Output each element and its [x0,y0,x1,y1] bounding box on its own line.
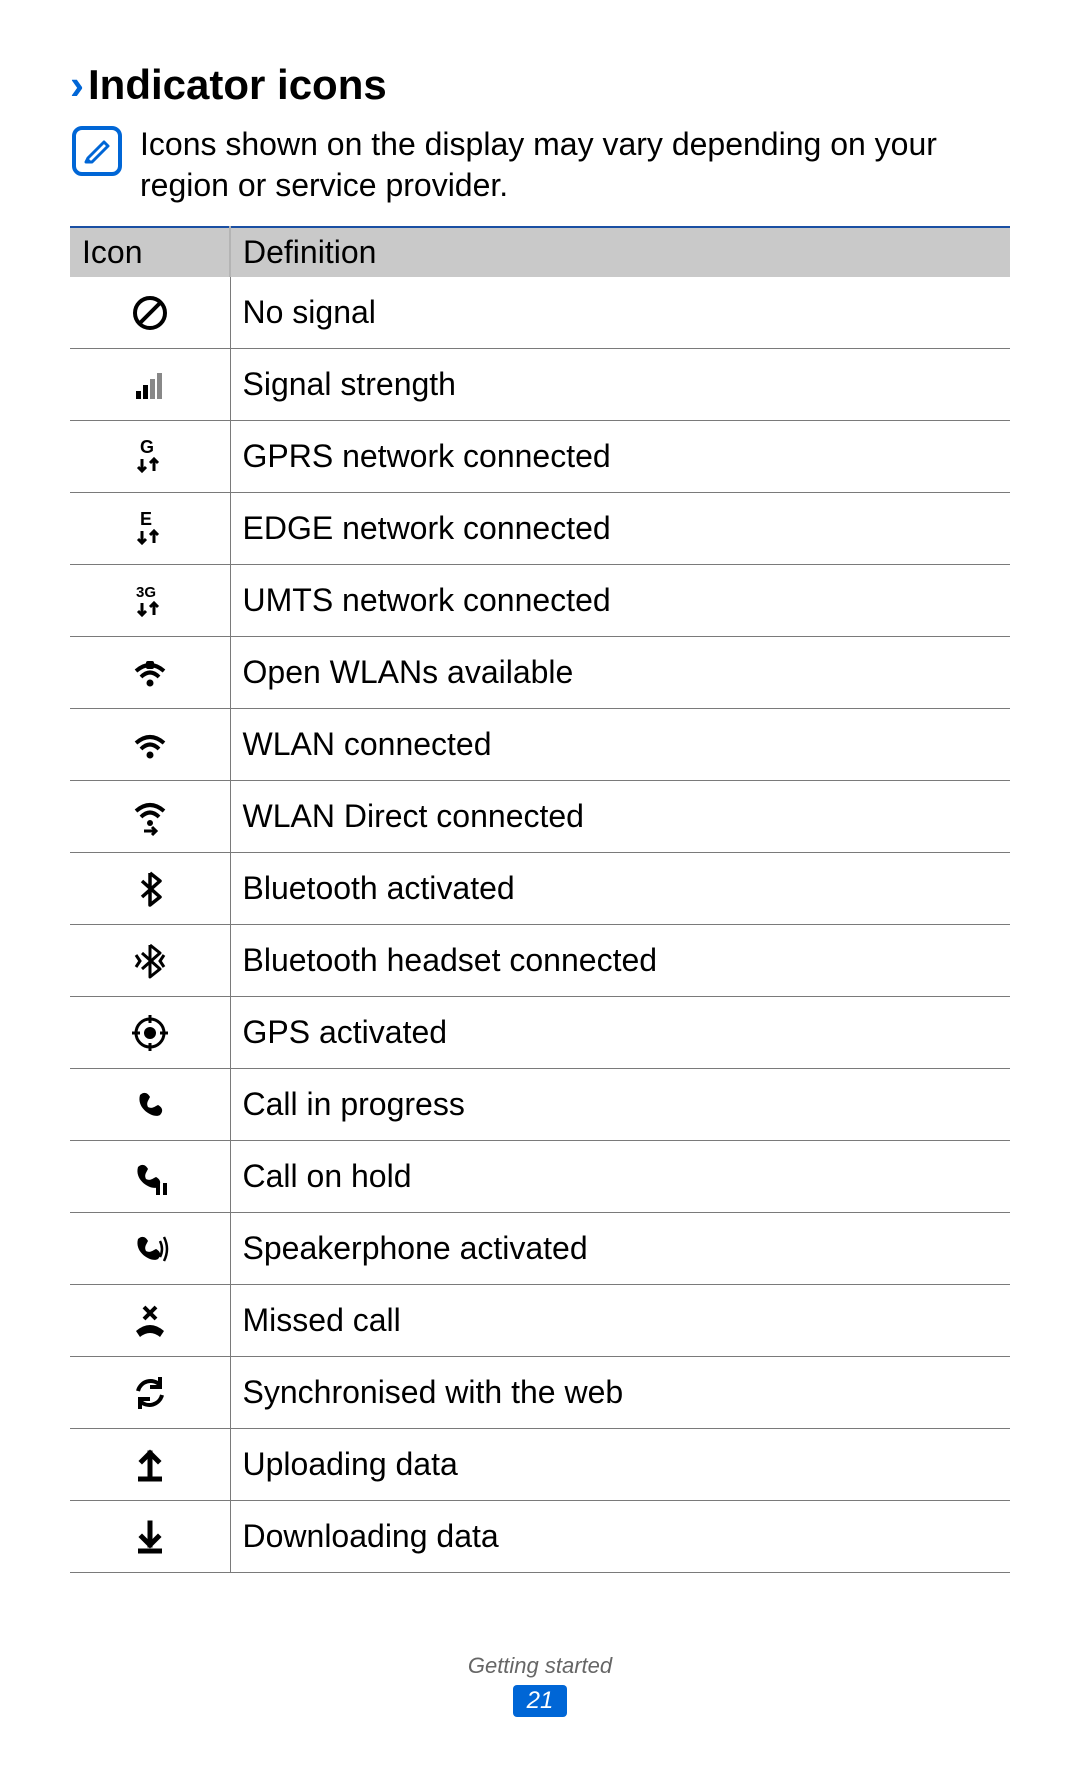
table-row: Uploading data [70,1429,1010,1501]
table-row: GPS activated [70,997,1010,1069]
wlan-open-icon [70,637,230,709]
definition-cell: No signal [230,277,1010,349]
definition-cell: WLAN Direct connected [230,781,1010,853]
call-hold-icon [70,1141,230,1213]
umts-icon: 3G [70,565,230,637]
definition-cell: GPRS network connected [230,421,1010,493]
gprs-icon: G [70,421,230,493]
missed-call-icon [70,1285,230,1357]
note-block: Icons shown on the display may vary depe… [70,124,1010,206]
table-header-row: Icon Definition [70,227,1010,277]
wlan-icon [70,709,230,781]
definition-cell: Synchronised with the web [230,1357,1010,1429]
definition-cell: Speakerphone activated [230,1213,1010,1285]
definition-cell: Bluetooth activated [230,853,1010,925]
wlan-direct-icon [70,781,230,853]
table-row: Bluetooth headset connected [70,925,1010,997]
col-definition-header: Definition [230,227,1010,277]
upload-icon [70,1429,230,1501]
download-icon [70,1501,230,1573]
note-icon [72,126,122,176]
definition-cell: Open WLANs available [230,637,1010,709]
svg-text:G: G [140,437,154,457]
svg-text:E: E [140,509,152,529]
heading-title: Indicator icons [88,64,387,106]
footer-section: Getting started [0,1653,1080,1679]
sync-icon [70,1357,230,1429]
table-row: Speakerphone activated [70,1213,1010,1285]
definition-cell: WLAN connected [230,709,1010,781]
table-row: 3G UMTS network connected [70,565,1010,637]
definition-cell: EDGE network connected [230,493,1010,565]
definition-cell: Missed call [230,1285,1010,1357]
svg-text:3G: 3G [136,584,156,601]
note-text: Icons shown on the display may vary depe… [140,124,1010,206]
page-number: 21 [513,1685,568,1717]
bluetooth-icon [70,853,230,925]
section-heading: › Indicator icons [70,64,1010,106]
page-footer: Getting started 21 [0,1653,1080,1717]
signal-icon [70,349,230,421]
definition-cell: Bluetooth headset connected [230,925,1010,997]
definition-cell: GPS activated [230,997,1010,1069]
speakerphone-icon [70,1213,230,1285]
definition-cell: Signal strength [230,349,1010,421]
table-row: Missed call [70,1285,1010,1357]
table-row: Downloading data [70,1501,1010,1573]
icon-table: Icon Definition No signalSignal strength… [70,226,1010,1574]
table-row: Call on hold [70,1141,1010,1213]
definition-cell: UMTS network connected [230,565,1010,637]
table-row: WLAN connected [70,709,1010,781]
table-row: G GPRS network connected [70,421,1010,493]
edge-icon: E [70,493,230,565]
bt-headset-icon [70,925,230,997]
call-icon [70,1069,230,1141]
chevron-icon: › [70,64,84,106]
table-row: Call in progress [70,1069,1010,1141]
no-signal-icon [70,277,230,349]
definition-cell: Call on hold [230,1141,1010,1213]
table-row: Synchronised with the web [70,1357,1010,1429]
gps-icon [70,997,230,1069]
col-icon-header: Icon [70,227,230,277]
definition-cell: Uploading data [230,1429,1010,1501]
table-row: E EDGE network connected [70,493,1010,565]
table-row: No signal [70,277,1010,349]
table-row: Signal strength [70,349,1010,421]
definition-cell: Call in progress [230,1069,1010,1141]
table-row: WLAN Direct connected [70,781,1010,853]
definition-cell: Downloading data [230,1501,1010,1573]
table-row: Open WLANs available [70,637,1010,709]
table-row: Bluetooth activated [70,853,1010,925]
